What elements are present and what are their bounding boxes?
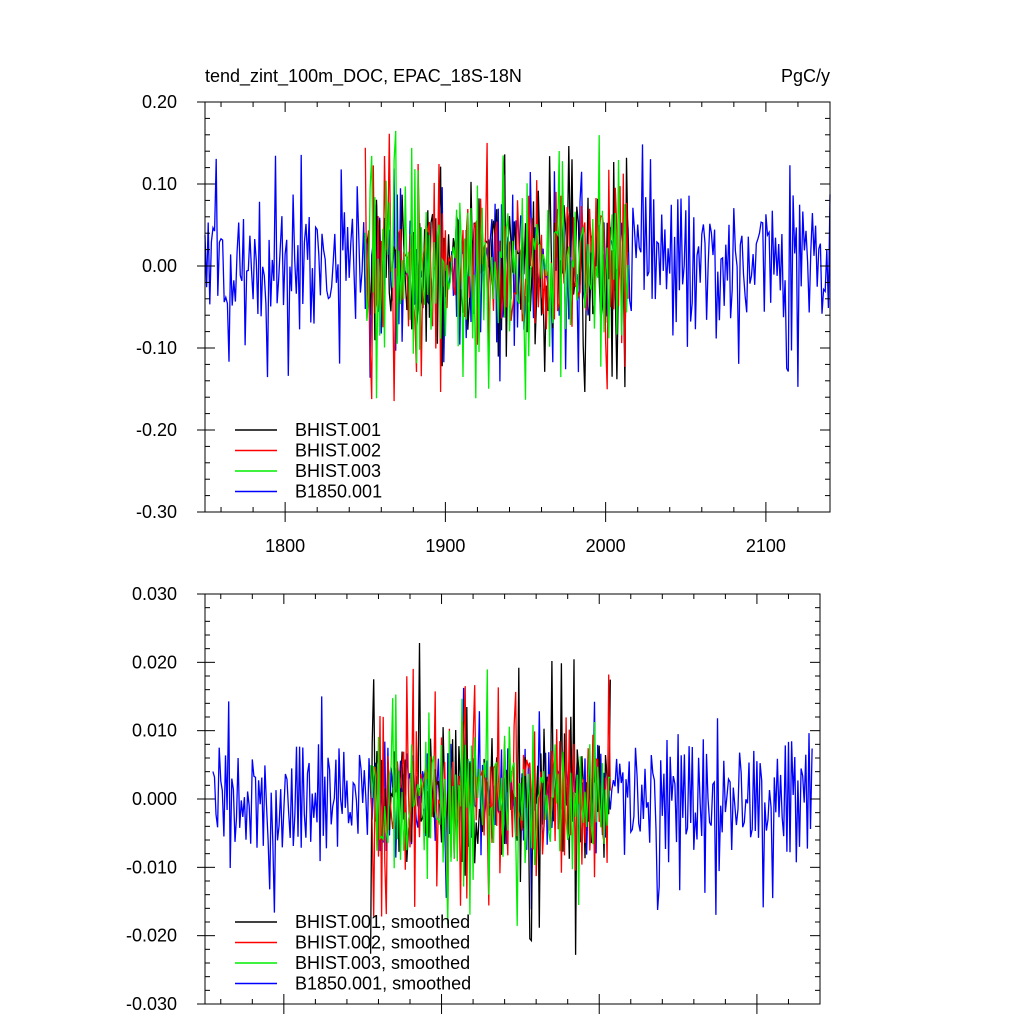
legend-label: B1850.001, smoothed bbox=[295, 974, 471, 994]
legend-label: BHIST.002 bbox=[295, 441, 381, 461]
y-tick-label: -0.030 bbox=[126, 994, 177, 1014]
y-tick-label: 0.030 bbox=[132, 584, 177, 604]
legend-label: BHIST.001 bbox=[295, 420, 381, 440]
y-tick-label: -0.010 bbox=[126, 857, 177, 877]
series-line-b1850-001 bbox=[204, 144, 831, 387]
x-tick-label: 2100 bbox=[746, 536, 786, 556]
x-tick-label: 1900 bbox=[425, 536, 465, 556]
series-line-bhist-003 bbox=[364, 130, 629, 400]
y-tick-label: -0.20 bbox=[136, 420, 177, 440]
y-tick-label: 0.010 bbox=[132, 721, 177, 741]
axis-ticks: 1800 1900 2000 2100 0.20 0.10 0.00 -0.10 -0.20 -0… bbox=[136, 92, 831, 556]
y-tick-label: 0.000 bbox=[132, 789, 177, 809]
legend-label: BHIST.003 bbox=[295, 461, 381, 481]
axis-ticks: 0.030 0.020 0.010 0.000 -0.010 -0.020 -0.030 bbox=[126, 584, 821, 1014]
y-tick-label: -0.020 bbox=[126, 926, 177, 946]
series-lines bbox=[204, 130, 831, 402]
bottom-panel: 0.030 0.020 0.010 0.000 -0.010 -0.020 -0.030 B… bbox=[126, 584, 821, 1014]
legend-label: BHIST.001, smoothed bbox=[295, 912, 470, 932]
x-tick-label: 1800 bbox=[265, 536, 305, 556]
y-tick-label: 0.020 bbox=[132, 652, 177, 672]
legend-label: BHIST.002, smoothed bbox=[295, 933, 470, 953]
plot-frame bbox=[204, 101, 831, 513]
y-tick-label: 0.20 bbox=[142, 92, 177, 112]
y-tick-label: -0.30 bbox=[136, 502, 177, 522]
units-label: PgC/y bbox=[781, 66, 830, 86]
y-tick-label: -0.10 bbox=[136, 338, 177, 358]
legend-label: BHIST.003, smoothed bbox=[295, 953, 470, 973]
series-lines bbox=[212, 642, 813, 955]
x-tick-label: 2000 bbox=[586, 536, 626, 556]
series-line-bhist-003-smoothed bbox=[369, 669, 611, 926]
legend-label: B1850.001 bbox=[295, 482, 382, 502]
top-panel: tend_zint_100m_DOC, EPAC_18S-18N PgC/y 1… bbox=[136, 66, 831, 556]
chart-title: tend_zint_100m_DOC, EPAC_18S-18N bbox=[205, 66, 522, 87]
y-tick-label: 0.00 bbox=[142, 256, 177, 276]
y-tick-label: 0.10 bbox=[142, 174, 177, 194]
